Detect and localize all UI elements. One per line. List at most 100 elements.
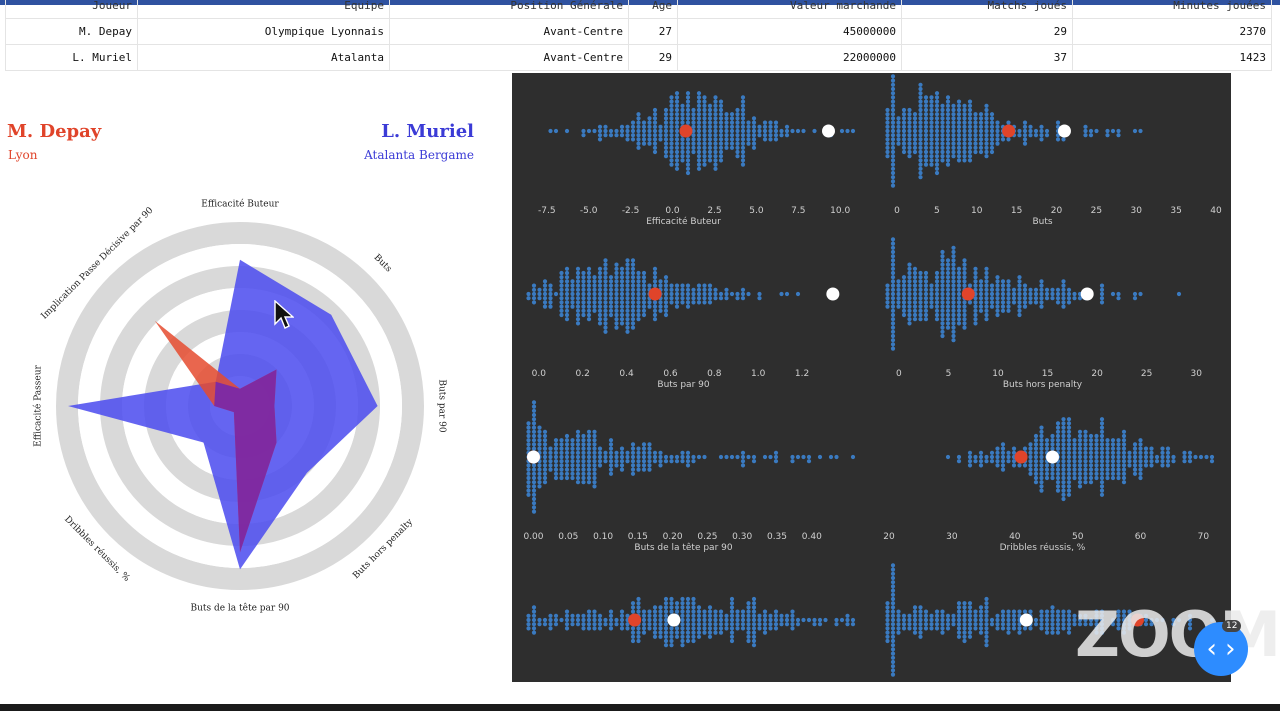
swarm-dot: [1006, 283, 1011, 288]
swarm-dot: [967, 141, 973, 146]
swarm-dot: [537, 429, 542, 434]
swarm-dot: [1138, 450, 1143, 455]
swarm-dot: [1006, 617, 1011, 623]
swarm-dot: [885, 296, 890, 301]
swarm-dot: [559, 459, 564, 464]
swarm-dot: [652, 300, 658, 305]
swarm-dot: [740, 133, 746, 138]
swarm-dot: [1028, 300, 1033, 305]
swarm-dot: [978, 279, 984, 284]
swarm-dot: [984, 296, 989, 301]
swarm-dot: [1055, 438, 1061, 443]
swarm-dot: [630, 296, 636, 301]
swarm-dot: [641, 124, 647, 129]
swarm-dot: [1022, 283, 1028, 288]
swarm-dot: [773, 454, 779, 460]
swarm-dot: [1072, 467, 1077, 472]
swarm-dot: [669, 133, 674, 138]
swarm-dot: [746, 613, 751, 618]
swarm-dot: [685, 107, 691, 113]
swarm-dot: [973, 124, 978, 129]
swarm-dot: [680, 141, 685, 146]
swarm-dot: [630, 471, 636, 476]
swarm-dot: [951, 124, 956, 129]
swarm-dot: [663, 605, 669, 610]
swarm-dot: [570, 613, 575, 618]
swarm-dot: [890, 124, 896, 129]
swarm-dot: [962, 622, 967, 627]
swarm-dot: [724, 128, 729, 134]
swarm-dot: [746, 137, 751, 142]
swarm-dot: [1000, 304, 1006, 309]
swarm-dot: [940, 622, 945, 627]
swarm-dot: [890, 270, 896, 276]
swarm-dot: [973, 149, 978, 155]
swarm-dot: [1033, 438, 1039, 443]
swarm-dot: [570, 438, 575, 443]
swarm-dot: [1000, 622, 1006, 627]
swarm-dot: [1011, 622, 1017, 627]
swarm-dot: [636, 275, 641, 280]
swarm-dot: [559, 287, 564, 292]
swarm-dot: [586, 622, 592, 627]
radar-axis-label: Efficacité Passeur: [33, 364, 44, 446]
swarm-dot: [707, 112, 713, 117]
swarm-dot: [995, 454, 1000, 460]
swarm-dot: [934, 275, 940, 280]
swarm-dot: [592, 296, 597, 301]
swarm-dot: [929, 116, 934, 121]
swarm-dot: [702, 145, 707, 150]
swarm-axis-label: Buts de la tête par 90: [634, 542, 732, 553]
swarm-dot: [1127, 459, 1132, 464]
swarm-dot: [890, 112, 896, 117]
swarm-dot: [724, 124, 729, 129]
swarm-dot: [702, 116, 707, 121]
swarm-dot: [559, 617, 564, 623]
swarm-dot: [707, 634, 713, 639]
swarm-dot: [658, 137, 663, 142]
swarm-dot: [890, 279, 896, 284]
swarm-dot: [564, 475, 570, 481]
swarm-dot: [984, 275, 989, 280]
swarm-dot: [537, 296, 542, 301]
swarm-dot: [603, 459, 608, 464]
swarm-dot: [890, 325, 896, 330]
swarm-dot: [912, 283, 918, 288]
radar-ring: [56, 222, 424, 590]
swarm-dot: [1017, 312, 1022, 318]
slide-navigation-button[interactable]: ‹ ›: [1194, 622, 1248, 676]
swarm-dot: [581, 613, 586, 618]
swarm-dot: [1116, 475, 1121, 481]
swarm-dot: [614, 308, 619, 313]
swarm-dot: [973, 454, 978, 460]
swarm-dot: [559, 275, 564, 280]
radar-axis-label: Buts de la tête par 90: [190, 603, 289, 614]
swarm-dot: [929, 154, 934, 159]
swarm-dot: [929, 107, 934, 113]
swarm-dot: [740, 609, 746, 614]
swarm-dot: [1099, 291, 1105, 297]
swarm-dot: [1088, 133, 1094, 138]
swarm-dot: [945, 112, 951, 117]
swarm-dot: [680, 630, 685, 635]
swarm-dot: [934, 120, 940, 125]
swarm-dot: [1094, 433, 1099, 439]
swarm-dot: [973, 270, 978, 276]
swarm-dot: [597, 291, 603, 297]
swarm-dot: [956, 275, 962, 280]
swarm-dot: [940, 270, 945, 276]
swarm-dot: [680, 149, 685, 155]
swarm-dot: [934, 317, 940, 322]
swarm-dot: [559, 283, 564, 288]
swarm-dot: [1116, 133, 1121, 138]
swarm-dot: [707, 141, 713, 146]
swarm-dot: [548, 283, 553, 288]
swarm-dot: [1198, 454, 1204, 460]
swarm-dot: [940, 145, 945, 150]
swarm-dot: [658, 626, 663, 631]
swarm-dot: [696, 124, 702, 129]
swarm-dot: [885, 617, 890, 623]
swarm-dot: [940, 249, 945, 255]
swarm-dot: [647, 137, 652, 142]
swarm-dot: [691, 622, 696, 627]
